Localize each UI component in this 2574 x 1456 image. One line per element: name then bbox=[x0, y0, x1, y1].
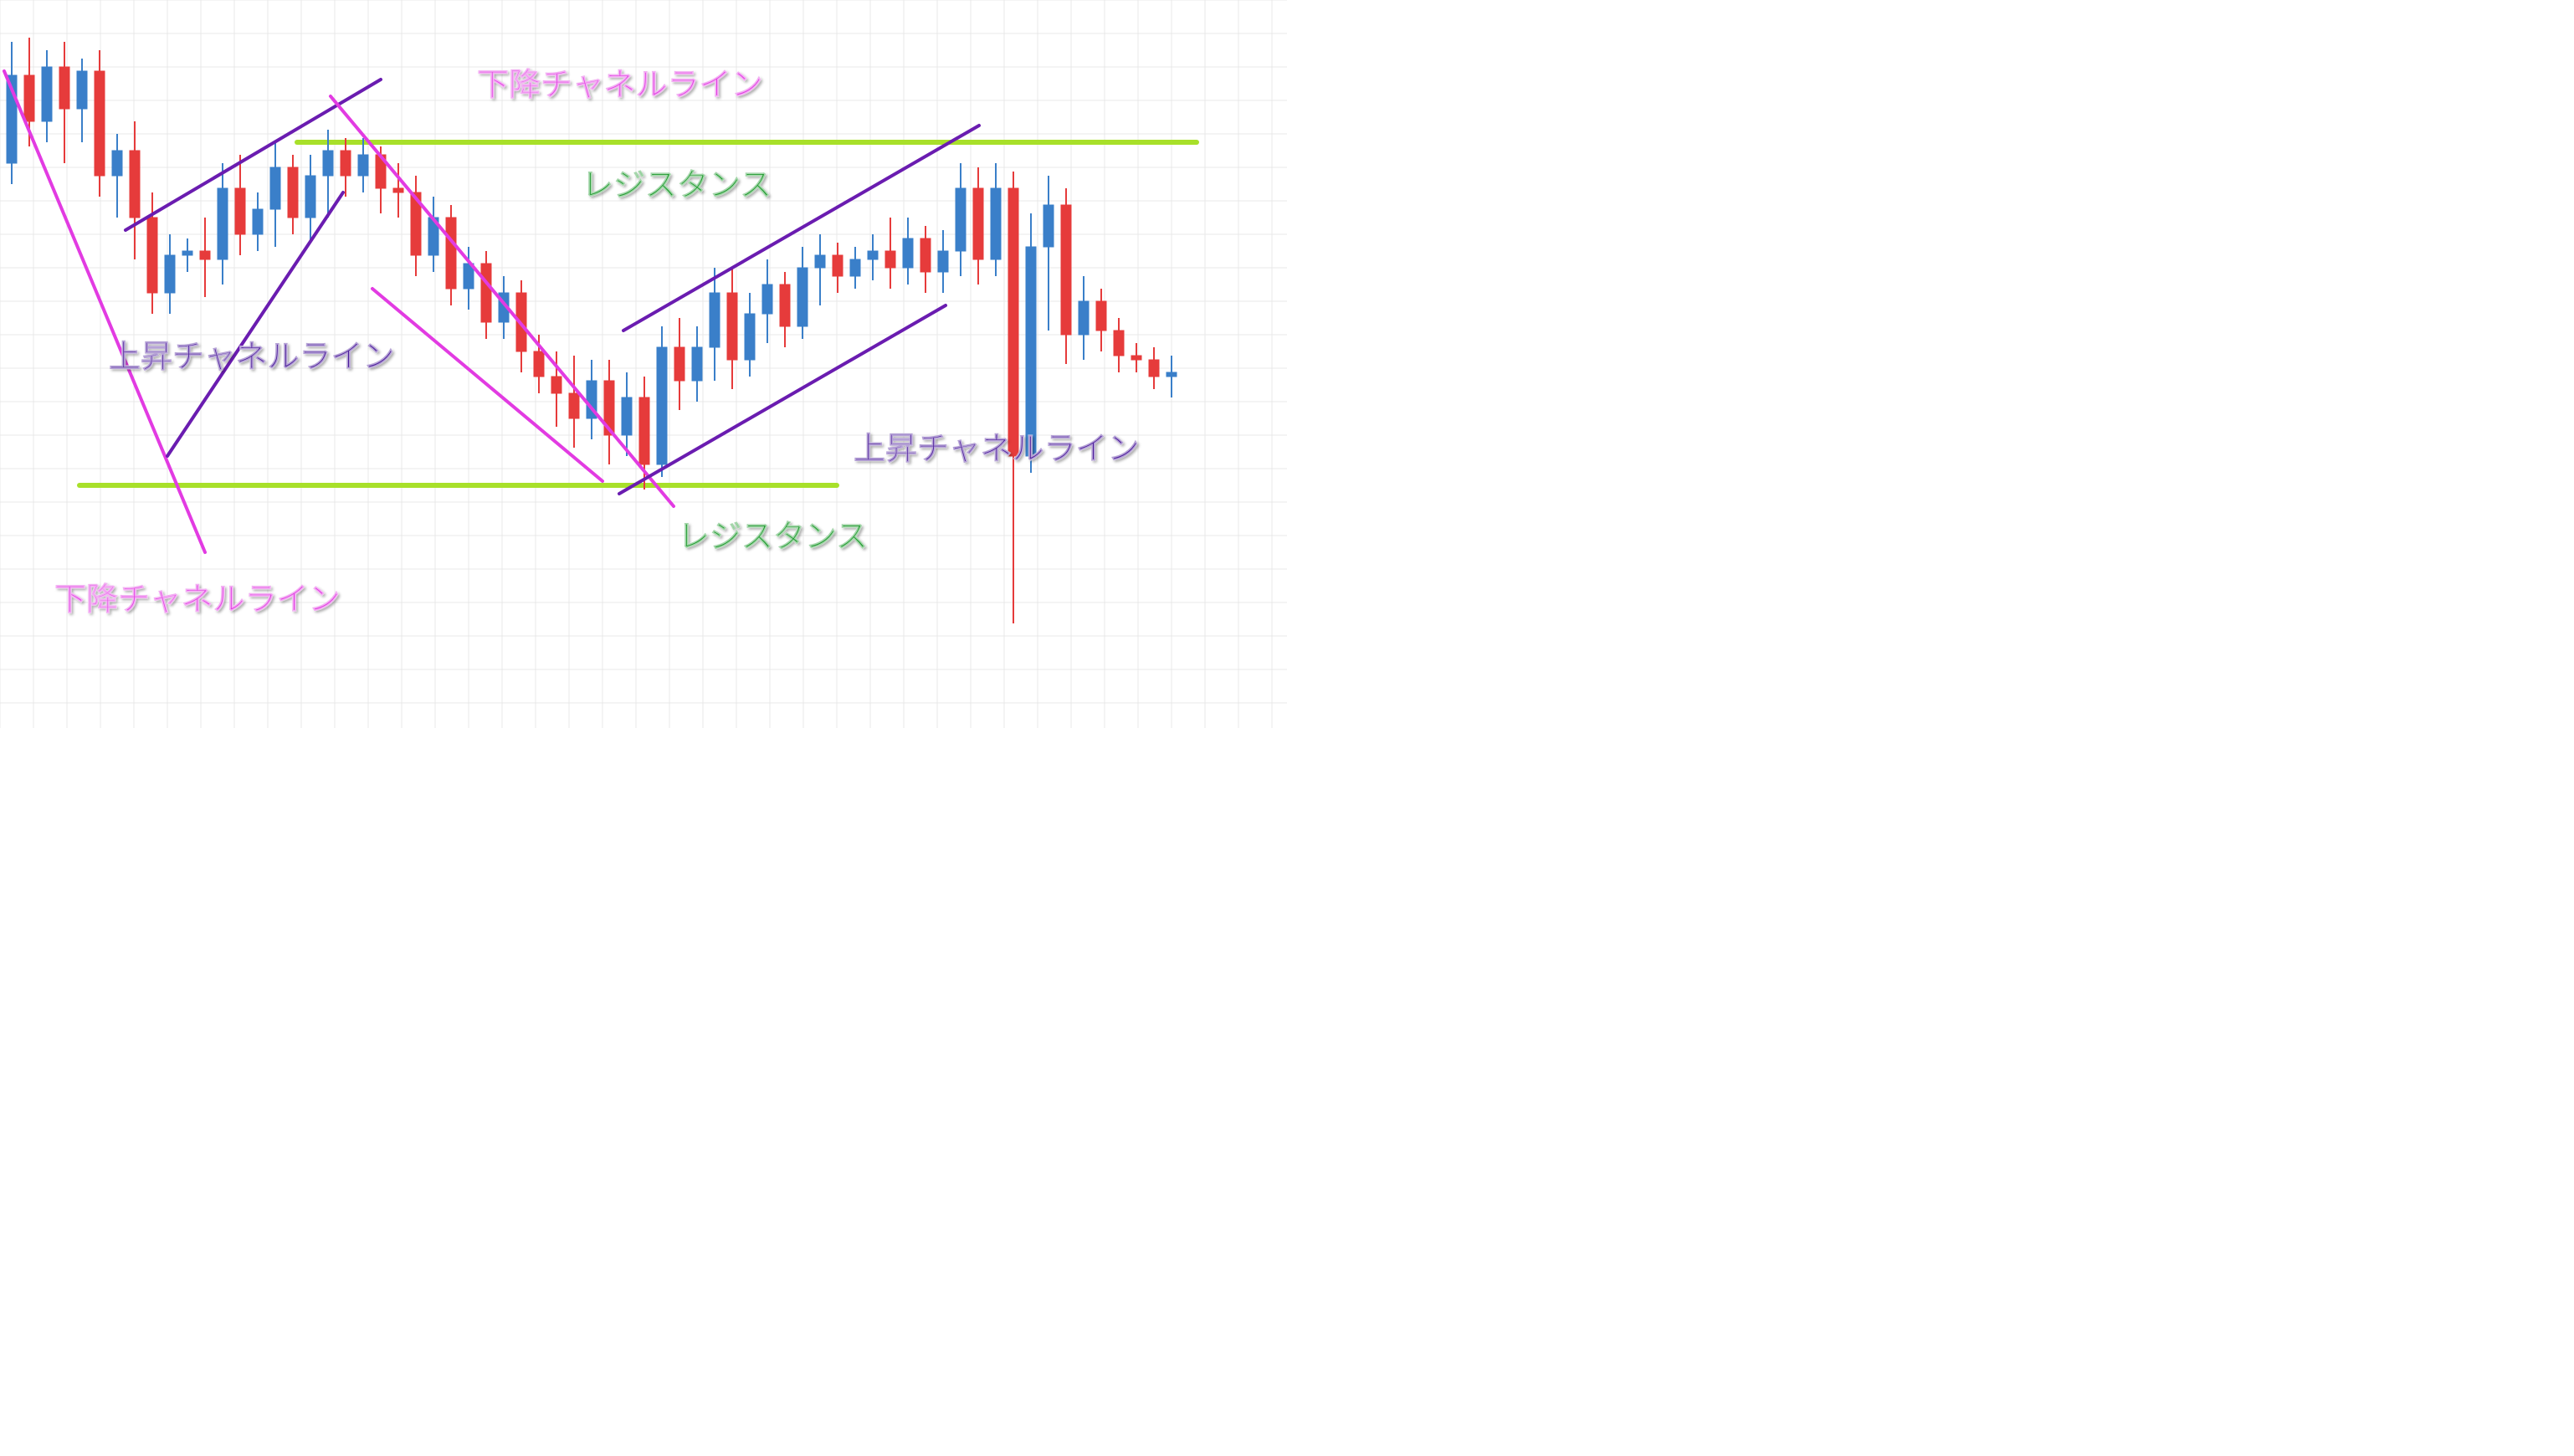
annotation-label: レジスタンス bbox=[678, 510, 868, 556]
annotation-label: レジスタンス bbox=[582, 159, 772, 205]
annotation-label: 下降チャネルライン bbox=[477, 59, 763, 105]
annotation-label: 下降チャネルライン bbox=[54, 573, 341, 619]
annotation-label: 上昇チャネルライン bbox=[109, 331, 395, 377]
annotation-label: 上昇チャネルライン bbox=[854, 423, 1140, 469]
candlestick-chart: 下降チャネルラインレジスタンス上昇チャネルライン上昇チャネルラインレジスタンス下… bbox=[0, 0, 1287, 728]
